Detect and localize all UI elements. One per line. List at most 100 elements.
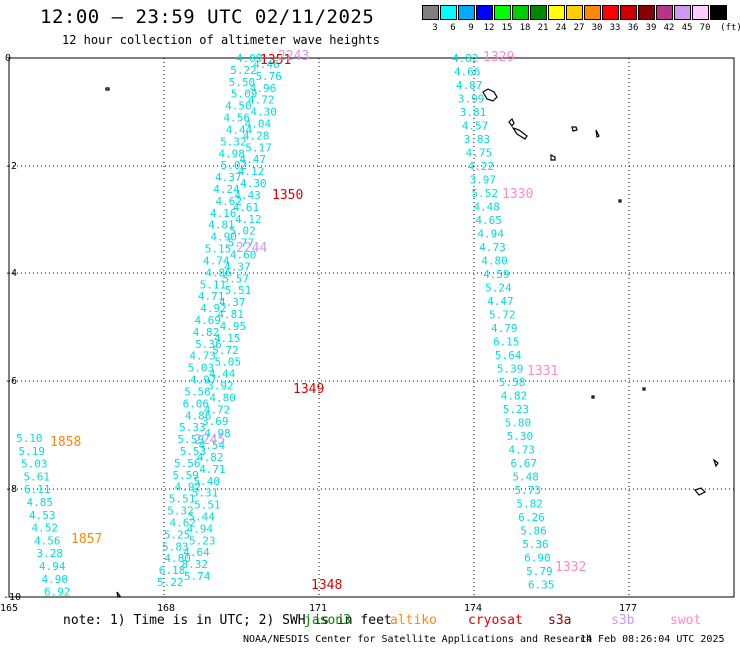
- wave-height-value: 5.23: [189, 534, 216, 547]
- colorbar-label: 42: [663, 23, 675, 33]
- wave-height-value: 4.94: [187, 522, 214, 535]
- wave-height-value: 5.31: [192, 487, 219, 500]
- wave-height-value: 4.48: [473, 201, 500, 214]
- island-coastline: [642, 387, 646, 391]
- pass-time-label: 2243: [278, 49, 309, 64]
- wave-height-value: 8.32: [182, 558, 209, 571]
- wave-height-value: 4.66: [454, 66, 481, 79]
- island-coastline: [482, 88, 498, 102]
- lat-tick-label: 0: [5, 53, 11, 64]
- wave-height-value: 4.90: [42, 573, 69, 586]
- wave-height-value: 5.51: [225, 284, 252, 297]
- lat-tick-label: -10: [3, 592, 21, 603]
- pass-time-label: 1349: [293, 382, 324, 397]
- wave-height-value: 5.02: [221, 159, 248, 172]
- wave-height-value: 3.92: [207, 380, 234, 393]
- wave-height-value: 5.09: [231, 88, 257, 101]
- lon-tick-label: 165: [0, 603, 18, 612]
- wave-height-value: 5.56: [174, 457, 201, 470]
- wave-height-value: 4.81: [217, 308, 244, 321]
- wave-height-value: 5.74: [184, 570, 211, 583]
- wave-height-value: 5.33: [179, 421, 206, 434]
- wave-height-value: 4.30: [240, 177, 267, 190]
- pass-time-label: 2244: [236, 241, 267, 256]
- mission-s3b: s3b: [611, 613, 635, 628]
- wave-height-value: 4.50: [225, 100, 252, 113]
- wave-height-value: 5.61: [24, 470, 51, 483]
- map-title: 12:00 — 23:59 UTC 02/11/2025: [40, 6, 375, 28]
- wave-height-value: 4.57: [462, 120, 489, 133]
- wave-height-value: 4.46: [253, 58, 279, 71]
- wave-height-value: 4.72: [204, 403, 231, 416]
- wave-height-value: 5.58: [499, 376, 526, 389]
- wave-height-value: 4.47: [240, 153, 266, 166]
- wave-height-value: 5.44: [188, 511, 215, 524]
- island-coastline: [693, 487, 707, 496]
- mission-s3a: s3a: [548, 613, 572, 628]
- colorbar-swatch: [584, 5, 601, 20]
- colorbar-swatch: [692, 5, 709, 20]
- wave-height-value: 3.69: [202, 415, 229, 428]
- colorbar-label: 45: [681, 23, 693, 33]
- colorbar-swatch: [512, 5, 529, 20]
- wave-height-value: 4.44: [226, 123, 253, 136]
- wave-height-value: 5.05: [215, 356, 242, 369]
- wave-height-value: 5.52: [472, 187, 499, 200]
- colorbar-label: 70: [699, 23, 711, 33]
- wave-height-value: 4.22: [468, 160, 495, 173]
- wave-height-value: 4.16: [210, 207, 237, 220]
- wave-height-value: 4.90: [210, 231, 237, 244]
- wave-height-value: 4.96: [250, 82, 277, 95]
- wave-height-value: 4.15: [214, 332, 241, 345]
- colorbar-label: 30: [591, 23, 603, 33]
- wave-height-value: 5.82: [516, 498, 543, 511]
- wave-height-value: 5.40: [193, 475, 220, 488]
- credit-text: NOAA/NESDIS Center for Satellite Applica…: [243, 634, 593, 645]
- colorbar-label: 24: [555, 23, 567, 33]
- colorbar-label: 12: [483, 23, 495, 33]
- wave-height-value: 4.73: [479, 241, 506, 254]
- pass-time-label: 1332: [555, 560, 586, 575]
- wave-height-value: 5.76: [255, 70, 282, 83]
- lon-tick-label: 177: [619, 603, 637, 612]
- wave-height-value: 5.03: [188, 362, 215, 375]
- wave-height-value: 6.26: [518, 511, 545, 524]
- wave-height-value: 4.92: [175, 481, 202, 494]
- wave-height-value: 4.69: [195, 314, 222, 327]
- pass-time-label: 2245: [194, 433, 225, 448]
- island-coastline: [618, 199, 622, 203]
- pass-time-label: 1857: [71, 532, 102, 547]
- wave-height-value: 6.92: [44, 586, 71, 599]
- wave-height-value: 5.36: [195, 338, 222, 351]
- colorbar-swatch: [422, 5, 439, 20]
- wave-height-value: 6.18: [159, 564, 186, 577]
- wave-height-value: 5.19: [19, 445, 46, 458]
- pass-time-label: 1858: [50, 435, 81, 450]
- colorbar-label: 15: [501, 23, 513, 33]
- wave-height-value: 4.71: [199, 463, 226, 476]
- wave-height-value: 5.50: [229, 76, 256, 89]
- mission-swot: swot: [670, 613, 702, 628]
- wave-height-value: 5.11: [200, 278, 227, 291]
- wave-height-value: 4.92: [200, 302, 227, 315]
- island-coastline: [116, 591, 121, 598]
- wave-height-value: 4.82: [193, 326, 220, 339]
- map-frame: [8, 57, 735, 598]
- wave-height-value: 4.12: [235, 213, 262, 226]
- wave-height-value: 5.77: [228, 237, 255, 250]
- wave-height-value: 4.87: [456, 79, 483, 92]
- wave-height-value: 5.57: [222, 272, 249, 285]
- wave-height-value: 5.32: [220, 135, 247, 148]
- wave-height-value: 6.06: [183, 397, 210, 410]
- wave-height-value: 5.22: [157, 576, 184, 589]
- generated-timestamp: 14 Feb 08:26:04 UTC 2025: [580, 634, 725, 645]
- wave-height-value: 4.75: [466, 147, 493, 160]
- wave-height-value: 6.90: [524, 552, 551, 565]
- legend-note: note: 1) Time is in UTC; 2) SWH is in fe…: [63, 613, 392, 628]
- wave-height-value: 4.73: [189, 350, 216, 363]
- wave-height-value: 4.04: [245, 118, 272, 131]
- wave-height-value: 5.59: [177, 433, 204, 446]
- colorbar-swatch: [638, 5, 655, 20]
- wave-height-value: 4.80: [481, 255, 508, 268]
- colorbar-swatch: [440, 5, 457, 20]
